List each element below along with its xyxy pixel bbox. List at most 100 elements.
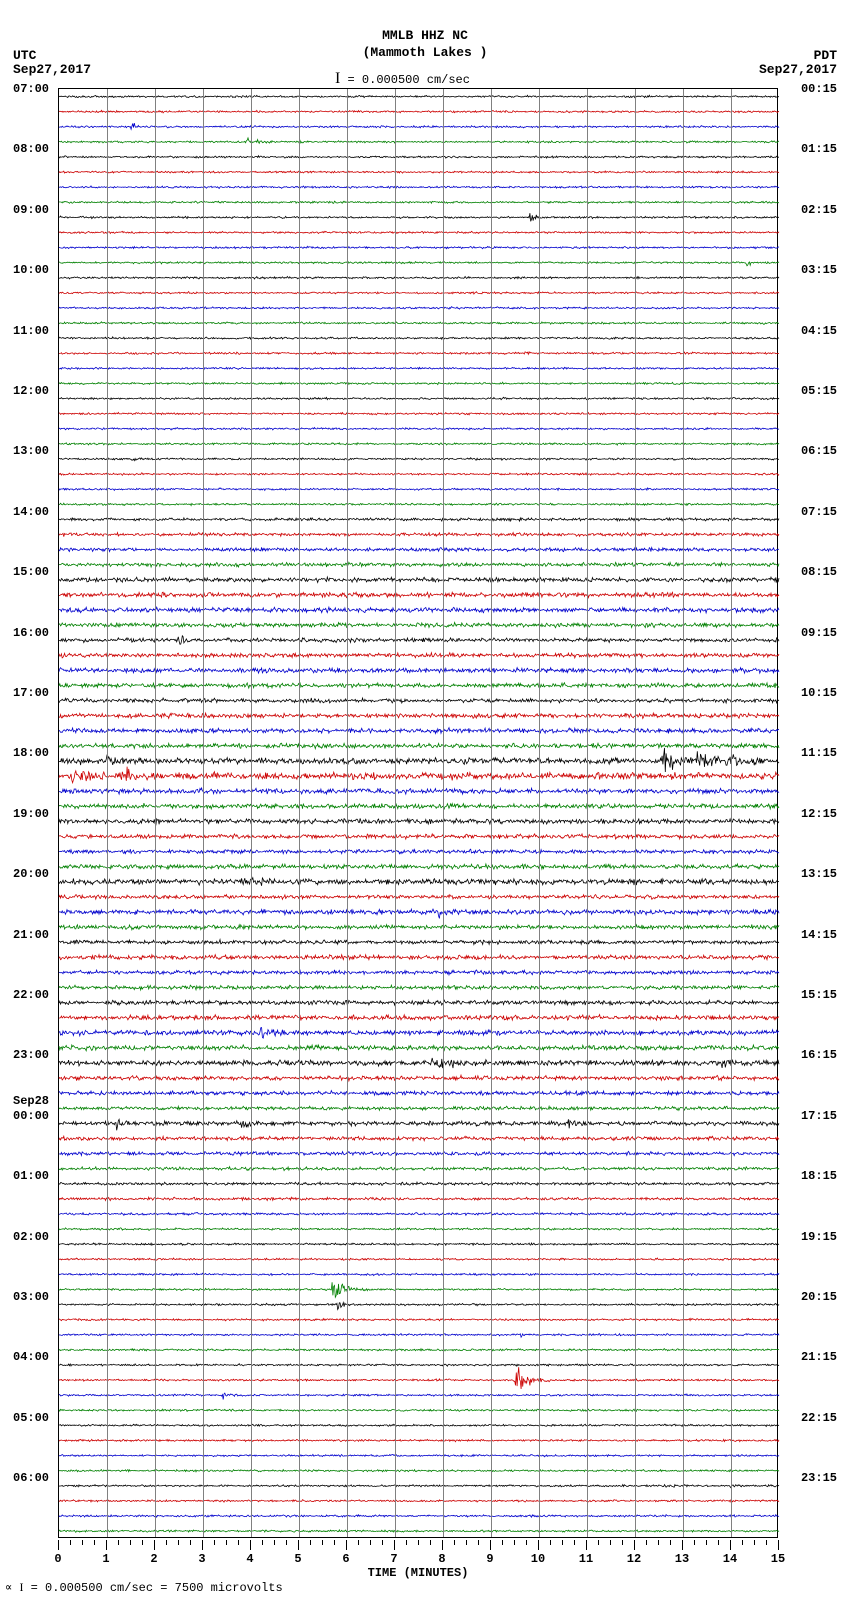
trace-line bbox=[59, 1228, 779, 1231]
x-tick-minor bbox=[430, 1540, 431, 1545]
x-tick-minor bbox=[382, 1540, 383, 1545]
grid-vline bbox=[299, 89, 300, 1537]
trace-line bbox=[59, 262, 779, 266]
trace-line bbox=[59, 156, 779, 158]
x-tick-minor bbox=[478, 1540, 479, 1545]
x-tick-minor bbox=[742, 1540, 743, 1545]
grid-vline bbox=[587, 89, 588, 1537]
x-tick-minor bbox=[718, 1540, 719, 1545]
y-right-label: 20:15 bbox=[801, 1290, 837, 1304]
left-date: Sep27,2017 bbox=[13, 62, 91, 77]
x-tick-label: 15 bbox=[771, 1552, 785, 1566]
footer-scale: ∝ I = 0.000500 cm/sec = 7500 microvolts bbox=[5, 1580, 283, 1595]
footer-text: = 0.000500 cm/sec = 7500 microvolts bbox=[23, 1581, 282, 1595]
right-timezone: PDT bbox=[814, 48, 837, 63]
x-tick-label: 2 bbox=[150, 1552, 157, 1566]
x-tick-minor bbox=[334, 1540, 335, 1545]
x-tick-minor bbox=[118, 1540, 119, 1545]
y-right-label: 17:15 bbox=[801, 1109, 837, 1123]
x-tick-minor bbox=[610, 1540, 611, 1545]
x-tick-label: 9 bbox=[486, 1552, 493, 1566]
x-tick-minor bbox=[322, 1540, 323, 1545]
y-right-label: 09:15 bbox=[801, 626, 837, 640]
x-tick-minor bbox=[658, 1540, 659, 1545]
x-tick-minor bbox=[406, 1540, 407, 1545]
y-right-label: 02:15 bbox=[801, 203, 837, 217]
x-tick-minor bbox=[214, 1540, 215, 1545]
y-left-label: 04:00 bbox=[13, 1350, 49, 1364]
trace-line bbox=[59, 1282, 779, 1297]
y-left-date-label: Sep28 bbox=[13, 1094, 49, 1108]
x-tick-label: 6 bbox=[342, 1552, 349, 1566]
x-tick-minor bbox=[418, 1540, 419, 1545]
x-tick-major bbox=[250, 1540, 251, 1550]
x-tick-minor bbox=[358, 1540, 359, 1545]
x-tick-label: 8 bbox=[438, 1552, 445, 1566]
y-left-label: 10:00 bbox=[13, 263, 49, 277]
trace-line bbox=[59, 138, 779, 143]
x-tick-minor bbox=[514, 1540, 515, 1545]
x-tick-minor bbox=[526, 1540, 527, 1545]
station-name: (Mammoth Lakes ) bbox=[0, 45, 850, 62]
seismogram-traces bbox=[59, 89, 779, 1539]
x-tick-major bbox=[538, 1540, 539, 1550]
y-left-label: 20:00 bbox=[13, 867, 49, 881]
x-tick-label: 7 bbox=[390, 1552, 397, 1566]
trace-line bbox=[59, 1409, 779, 1411]
y-right-label: 05:15 bbox=[801, 384, 837, 398]
trace-line bbox=[59, 562, 779, 567]
trace-line bbox=[59, 636, 779, 644]
trace-line bbox=[59, 231, 779, 233]
y-left-label: 19:00 bbox=[13, 807, 49, 821]
x-tick-major bbox=[682, 1540, 683, 1550]
trace-line bbox=[59, 1318, 779, 1321]
trace-line bbox=[59, 834, 779, 839]
y-left-label: 12:00 bbox=[13, 384, 49, 398]
y-right-label: 15:15 bbox=[801, 988, 837, 1002]
grid-vline bbox=[203, 89, 204, 1537]
x-tick-minor bbox=[694, 1540, 695, 1545]
trace-line bbox=[59, 110, 779, 113]
trace-line bbox=[59, 186, 779, 189]
trace-line bbox=[59, 653, 779, 658]
y-left-label: 09:00 bbox=[13, 203, 49, 217]
right-date: Sep27,2017 bbox=[759, 62, 837, 77]
trace-line bbox=[59, 213, 779, 221]
trace-line bbox=[59, 1439, 779, 1441]
x-tick-minor bbox=[550, 1540, 551, 1545]
trace-line bbox=[59, 864, 779, 869]
grid-vline bbox=[443, 89, 444, 1537]
chart-header: MMLB HHZ NC (Mammoth Lakes ) bbox=[0, 28, 850, 62]
x-tick-minor bbox=[706, 1540, 707, 1545]
trace-line bbox=[59, 818, 779, 824]
x-tick-minor bbox=[262, 1540, 263, 1545]
trace-line bbox=[59, 1303, 779, 1310]
x-tick-major bbox=[730, 1540, 731, 1550]
trace-line bbox=[59, 412, 779, 415]
grid-vline bbox=[683, 89, 684, 1537]
x-tick-minor bbox=[466, 1540, 467, 1545]
x-axis-title: TIME (MINUTES) bbox=[368, 1566, 469, 1580]
x-tick-major bbox=[394, 1540, 395, 1550]
x-tick-label: 3 bbox=[198, 1552, 205, 1566]
trace-line bbox=[59, 382, 779, 384]
trace-line bbox=[59, 622, 779, 627]
trace-line bbox=[59, 1136, 779, 1141]
trace-line bbox=[59, 473, 779, 475]
trace-line bbox=[59, 1470, 779, 1472]
scale-indicator: I = 0.000500 cm/sec bbox=[335, 70, 470, 88]
trace-line bbox=[59, 803, 779, 809]
x-tick-minor bbox=[226, 1540, 227, 1545]
trace-line bbox=[59, 533, 779, 537]
x-tick-minor bbox=[310, 1540, 311, 1545]
y-left-label: 15:00 bbox=[13, 565, 49, 579]
footer-prefix: ∝ bbox=[5, 1581, 19, 1595]
y-right-label: 23:15 bbox=[801, 1471, 837, 1485]
trace-line bbox=[59, 1151, 779, 1155]
trace-line bbox=[59, 985, 779, 990]
y-right-label: 10:15 bbox=[801, 686, 837, 700]
trace-line bbox=[59, 1058, 779, 1068]
trace-line bbox=[59, 1454, 779, 1456]
y-left-label: 11:00 bbox=[13, 324, 49, 338]
x-tick-minor bbox=[274, 1540, 275, 1545]
